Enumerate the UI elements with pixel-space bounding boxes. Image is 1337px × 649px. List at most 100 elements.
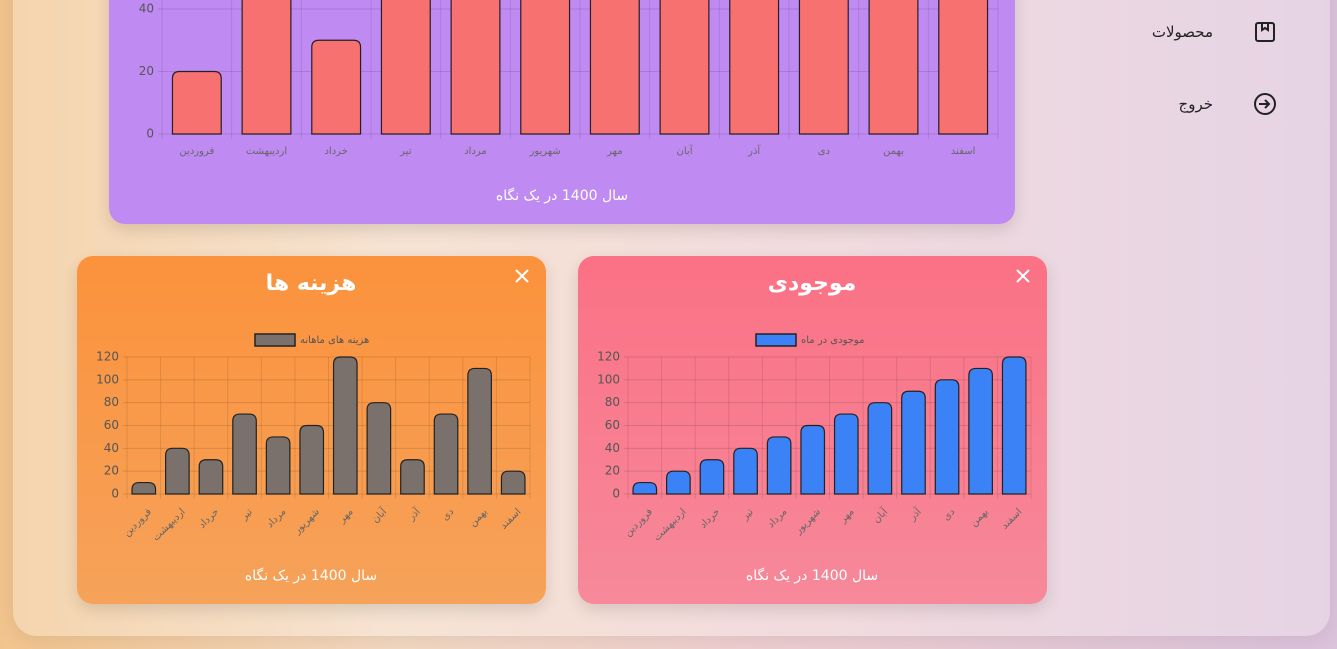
card-caption: سال 1400 در یک نگاه <box>746 567 878 584</box>
bar <box>311 39 362 135</box>
bar <box>800 424 826 495</box>
card-caption: سال 1400 در یک نگاه <box>245 567 377 584</box>
bar <box>400 459 425 495</box>
bar <box>467 367 492 495</box>
y-tick-label: 80 <box>104 395 119 409</box>
y-tick-label: 40 <box>605 441 620 455</box>
menu-label[interactable]: محصولات <box>1151 23 1213 41</box>
bar <box>433 413 459 495</box>
x-tick-label: اسفند <box>999 506 1024 531</box>
y-tick-label: 120 <box>597 350 620 364</box>
x-tick-label: بهمن <box>968 506 990 528</box>
bar <box>366 402 392 495</box>
bar <box>733 447 758 495</box>
y-tick-label: 40 <box>104 441 119 455</box>
bar <box>589 0 640 135</box>
bar <box>833 413 859 495</box>
bar <box>171 70 222 135</box>
x-tick-label: دی <box>818 146 830 157</box>
y-tick-label: 120 <box>96 350 119 364</box>
bar <box>500 470 526 495</box>
x-tick-label: خرداد <box>197 506 221 530</box>
y-tick-label: 40 <box>139 2 154 16</box>
x-tick-label: فروردین <box>122 506 155 539</box>
x-tick-label: دی <box>440 506 456 522</box>
menu-label[interactable]: خروج <box>1178 95 1213 113</box>
bar <box>901 390 926 495</box>
x-tick-label: مهر <box>606 146 622 157</box>
x-tick-label: آذر <box>404 504 423 523</box>
bar <box>165 447 190 495</box>
bar <box>867 402 893 495</box>
bar <box>241 0 292 135</box>
x-tick-label: فروردین <box>623 506 656 539</box>
x-tick-label: تیر <box>238 506 255 523</box>
bar <box>729 0 780 135</box>
bar <box>968 367 993 495</box>
menu-item[interactable]: محصولات <box>1152 20 1277 44</box>
bar <box>699 459 725 495</box>
bar <box>666 470 691 495</box>
x-tick-label: آذر <box>747 144 761 157</box>
y-tick-label: 20 <box>139 64 154 78</box>
x-tick-label: خرداد <box>324 146 347 157</box>
x-tick-label: شهریور <box>792 506 823 537</box>
y-tick-label: 80 <box>605 395 620 409</box>
x-tick-label: آبان <box>677 144 694 157</box>
x-tick-label: بهمن <box>883 146 904 157</box>
bar <box>632 481 658 495</box>
y-tick-label: 0 <box>612 487 620 501</box>
legend-swatch <box>254 333 296 347</box>
y-tick-label: 20 <box>605 464 620 478</box>
y-tick-label: 100 <box>597 372 620 386</box>
icon <box>1255 22 1275 42</box>
x-tick-label: مرداد <box>766 506 790 530</box>
bar <box>938 0 989 135</box>
close-button[interactable] <box>515 269 529 283</box>
bar <box>868 0 919 135</box>
bar <box>332 356 358 495</box>
x-tick-label: اردیبهشت <box>652 506 689 543</box>
x-tick-label: خرداد <box>698 506 722 530</box>
menu-item[interactable]: خروج <box>1179 92 1277 116</box>
y-tick-label: 20 <box>104 464 119 478</box>
bar <box>520 0 571 135</box>
bar <box>265 436 291 495</box>
x-tick-label: فروردین <box>179 146 214 157</box>
close-button[interactable] <box>1016 269 1030 283</box>
x-tick-label: دی <box>941 506 957 522</box>
bar <box>1001 356 1027 495</box>
x-tick-label: شهریور <box>529 146 561 157</box>
x-tick-label: اردیبهشت <box>151 506 188 543</box>
x-tick-label: تیر <box>399 146 412 157</box>
x-tick-label: مهر <box>336 506 355 525</box>
bar <box>798 0 849 135</box>
legend-label: هزینه های ماهانه <box>300 335 369 346</box>
x-tick-label: مرداد <box>265 506 289 530</box>
x-tick-label: آبان <box>369 504 390 525</box>
legend-label: موجودی در ماه <box>801 335 864 346</box>
x-tick-label: آبان <box>870 504 891 525</box>
icon <box>1254 93 1276 115</box>
card-title: هزینه ها <box>266 271 357 296</box>
x-tick-label: آذر <box>905 504 924 523</box>
y-tick-label: 0 <box>146 127 154 141</box>
bar <box>198 459 224 495</box>
bar <box>934 379 960 495</box>
bar <box>766 436 792 495</box>
bar <box>232 413 257 495</box>
x-tick-label: مهر <box>837 506 856 525</box>
legend-swatch <box>755 333 797 347</box>
x-tick-label: شهریور <box>291 506 322 537</box>
x-tick-label: اردیبهشت <box>246 146 287 157</box>
bar <box>659 0 710 135</box>
card-caption: سال 1400 در یک نگاه <box>496 187 628 204</box>
y-tick-label: 60 <box>104 418 119 432</box>
x-tick-label: تیر <box>739 506 756 523</box>
bar <box>131 481 157 495</box>
y-tick-label: 0 <box>111 487 119 501</box>
y-tick-label: 100 <box>96 372 119 386</box>
card-title: موجودی <box>768 271 857 296</box>
